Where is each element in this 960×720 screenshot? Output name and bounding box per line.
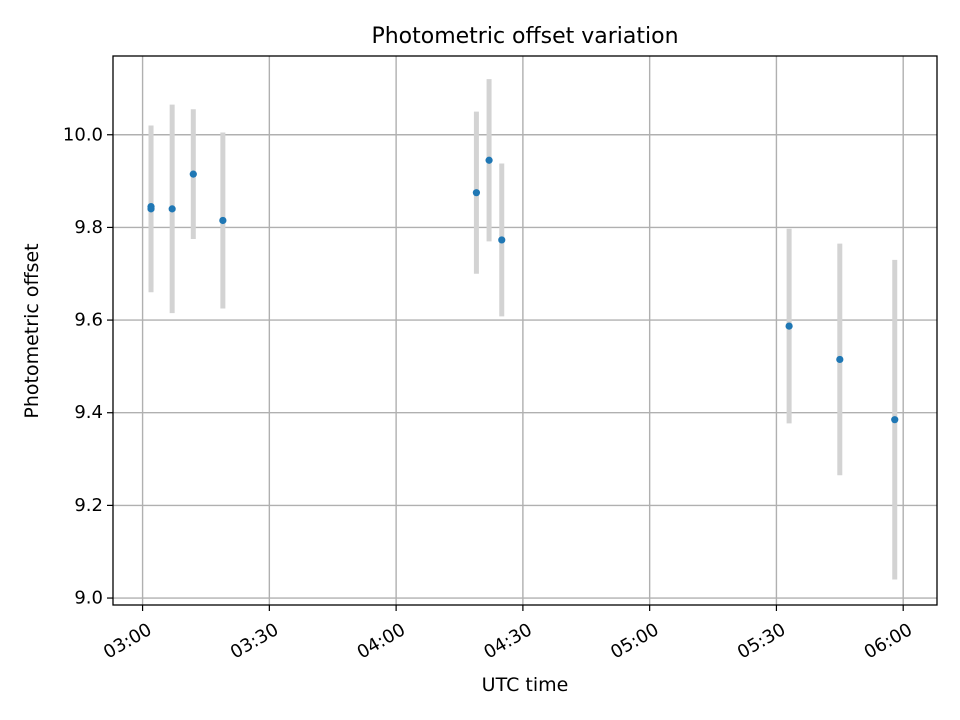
plot-frame — [112, 55, 938, 606]
data-point — [498, 236, 506, 244]
data-point — [219, 216, 227, 225]
data-points — [147, 156, 899, 424]
data-point — [147, 202, 155, 211]
data-point — [836, 355, 844, 364]
y-tick-label: 9.4 — [74, 402, 103, 423]
data-point — [189, 170, 197, 178]
y-tick-label: 9.8 — [74, 217, 103, 238]
y-tick-label: 10.0 — [63, 124, 103, 145]
data-point — [485, 156, 493, 164]
data-point — [168, 205, 176, 213]
y-tick-label: 9.6 — [74, 310, 103, 331]
data-point — [891, 416, 899, 424]
data-point — [785, 322, 793, 330]
y-tick-label: 9.2 — [74, 495, 103, 516]
y-tick-label: 9.0 — [74, 588, 103, 609]
chart-title: Photometric offset variation — [371, 24, 678, 49]
x-axis-label: UTC time — [482, 674, 569, 696]
y-axis-label: Photometric offset — [21, 243, 43, 418]
y-axis: 9.0 9.2 9.4 9.6 9.8 10.0 — [63, 124, 113, 609]
data-point — [472, 189, 481, 197]
grid — [113, 56, 937, 605]
